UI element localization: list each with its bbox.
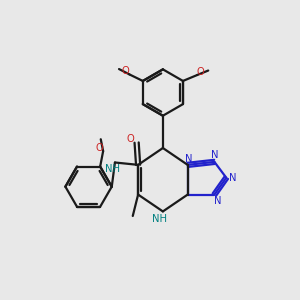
- Text: N: N: [185, 154, 193, 164]
- Text: NH: NH: [105, 164, 120, 174]
- Text: O: O: [95, 142, 103, 153]
- Text: N: N: [214, 196, 221, 206]
- Text: N: N: [211, 150, 218, 160]
- Text: O: O: [197, 67, 205, 77]
- Text: N: N: [229, 173, 237, 183]
- Text: O: O: [127, 134, 135, 144]
- Text: NH: NH: [152, 214, 167, 224]
- Text: O: O: [122, 66, 129, 76]
